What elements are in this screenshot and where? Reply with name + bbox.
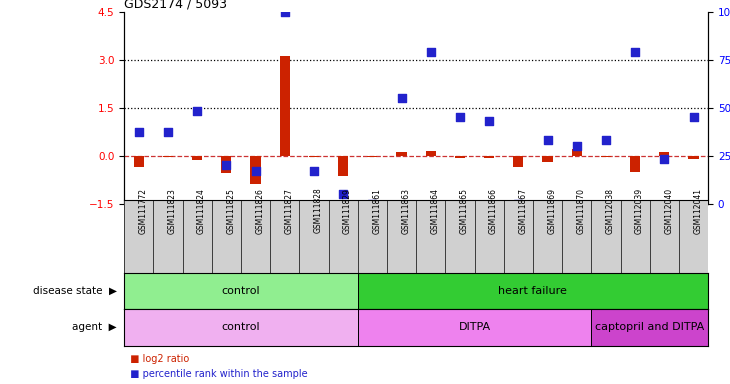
Text: GDS2174 / 5093: GDS2174 / 5093 [124,0,227,10]
Text: DITPA: DITPA [458,322,491,333]
Point [366,200,378,207]
Bar [309,156,319,157]
Bar [358,309,591,346]
Point [220,162,232,168]
Text: GSM111864: GSM111864 [431,188,439,233]
Point [512,200,524,207]
Bar [572,149,582,156]
Text: GSM111824: GSM111824 [197,188,206,233]
Text: GSM112038: GSM112038 [606,188,615,233]
Point [308,168,320,174]
Text: GSM111870: GSM111870 [577,188,585,233]
Bar [396,152,407,156]
Point [571,143,583,149]
Bar [591,309,708,346]
Point [483,118,495,124]
Bar [280,56,290,156]
Point [600,137,612,143]
Text: heart failure: heart failure [499,286,567,296]
Text: GSM111828: GSM111828 [314,188,323,233]
Point [279,8,291,15]
Point [688,114,699,120]
Bar [542,156,553,162]
Point [191,108,203,114]
Bar [221,156,231,173]
Point [454,114,466,120]
Text: GSM112040: GSM112040 [664,187,673,234]
Text: captopril and DITPA: captopril and DITPA [595,322,704,333]
Text: GSM112039: GSM112039 [635,187,644,234]
Text: GSM111823: GSM111823 [168,188,177,233]
Text: ■ percentile rank within the sample: ■ percentile rank within the sample [124,369,308,379]
Bar [134,156,144,167]
Text: GSM111772: GSM111772 [139,188,147,233]
Point [133,129,145,136]
Bar [601,156,611,157]
Bar [484,156,494,158]
Text: control: control [222,322,260,333]
Text: GSM111827: GSM111827 [285,188,293,233]
Text: disease state  ▶: disease state ▶ [33,286,117,296]
Point [250,168,261,174]
Text: GSM111867: GSM111867 [518,188,527,233]
Text: ■ log2 ratio: ■ log2 ratio [124,354,189,364]
Text: GSM111829: GSM111829 [343,188,352,233]
Bar [163,156,173,157]
Point [162,129,174,136]
Bar [358,273,708,309]
Bar [192,156,202,161]
Bar [367,156,377,157]
Bar [659,152,669,156]
Text: agent  ▶: agent ▶ [72,322,117,333]
Point [425,49,437,55]
Point [337,191,349,197]
Bar [250,156,261,184]
Text: GSM111865: GSM111865 [460,188,469,233]
Bar [124,309,358,346]
Bar [124,273,358,309]
Text: GSM111869: GSM111869 [548,188,556,233]
Bar [426,151,436,156]
Text: GSM111866: GSM111866 [489,188,498,233]
Text: GSM111826: GSM111826 [255,188,264,233]
Point [629,49,641,55]
Text: control: control [222,286,260,296]
Text: GSM111861: GSM111861 [372,188,381,233]
Text: GSM112041: GSM112041 [694,188,702,233]
Text: GSM111825: GSM111825 [226,188,235,233]
Text: GSM111863: GSM111863 [402,188,410,233]
Bar [688,156,699,159]
Bar [338,156,348,176]
Bar [630,156,640,172]
Point [396,95,407,101]
Bar [455,156,465,158]
Bar [513,156,523,167]
Point [542,137,553,143]
Point [658,156,670,162]
